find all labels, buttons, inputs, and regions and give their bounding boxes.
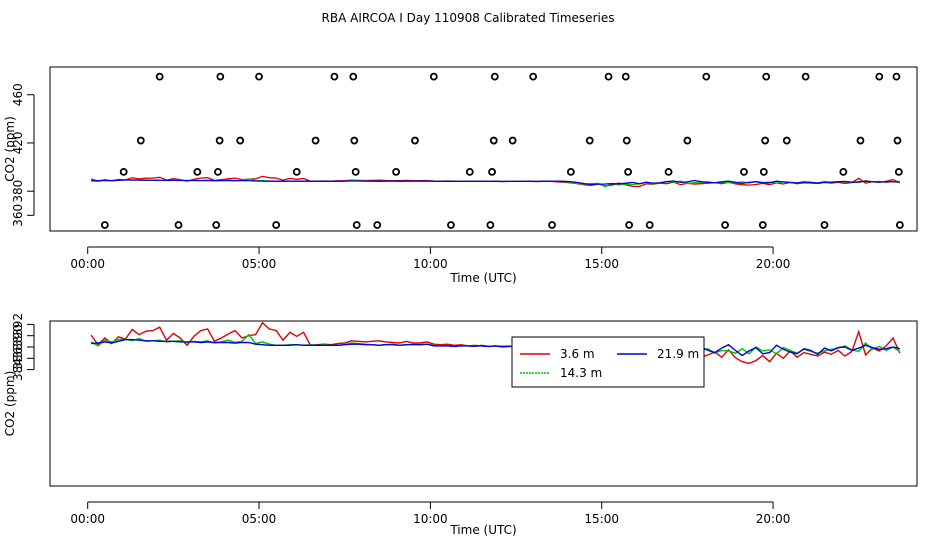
calibration-marker [216,72,225,81]
legend-box [511,336,705,388]
calibration-marker [489,136,498,145]
series-line-219m [91,338,901,362]
calibration-marker [255,72,263,81]
y-tick-label: 460 [11,83,25,106]
series-line-219m [91,179,900,186]
calibration-marker [585,136,594,145]
calibration-marker [272,221,281,229]
calibration-marker [875,72,884,81]
calibration-marker [350,136,359,145]
x-tick-label: 00:00 [70,257,105,271]
x-tick-label: 20:00 [756,512,791,526]
calibration-marker [759,168,768,176]
calibration-marker [762,72,771,81]
calibration-marker [702,72,711,81]
calibration-marker [292,168,301,176]
calibration-marker [892,72,901,81]
chart-title: RBA AIRCOA I Day 110908 Calibrated Times… [322,11,615,25]
calibration-marker [447,221,455,229]
calibration-marker [622,136,631,145]
calibration-marker [349,72,358,81]
calibration-marker [119,168,128,176]
x-tick-label: 05:00 [242,257,277,271]
y-axis-title: CO2 (ppm) [3,116,17,182]
calibration-marker [311,136,320,145]
y-tick-label: 380 [11,180,25,203]
calibration-marker [193,168,202,176]
y-tick-label: 390 [11,324,25,347]
plot-frame [49,320,918,487]
series-line-143m [90,333,901,374]
calibration-marker [664,168,673,176]
legend-label: 14.3 m [560,366,602,380]
calibration-marker [465,168,474,176]
calibration-marker [155,72,164,81]
calibration-marker [136,136,145,145]
calibration-marker [488,168,496,176]
legend-label: 3.6 m [560,347,595,361]
x-tick-label: 00:00 [70,512,105,526]
y-tick-label: 392 [11,313,25,336]
calibration-marker [352,221,361,229]
calibration-marker [645,221,654,229]
calibration-marker [214,168,222,176]
calibration-marker [508,136,517,145]
calibration-marker [820,221,829,229]
calibration-marker [215,136,224,145]
calibration-marker [801,72,810,81]
calibration-marker [740,168,748,176]
calibration-marker [373,221,382,229]
y-tick-label: 386 [11,347,25,370]
calibration-marker [621,72,630,81]
calibration-marker [894,168,903,176]
x-tick-label: 10:00 [413,257,448,271]
y-tick-label: 360 [11,204,25,227]
x-tick-label: 10:00 [413,512,448,526]
legend-label: 21.9 m [657,347,699,361]
calibration-marker [174,221,183,229]
calibration-marker [529,72,538,81]
legend: 3.6 m 21.9 m 14.3 m [511,336,705,388]
calibration-marker [624,168,633,176]
calibration-marker [856,136,865,145]
calibration-marker [351,168,360,176]
calibration-marker [893,136,902,145]
calibration-marker [758,221,767,229]
calibration-marker [429,72,438,81]
calibration-marker [895,221,904,229]
x-axis-title: Time (UTC) [449,523,516,537]
x-tick-label: 05:00 [242,512,277,526]
calibration-marker [839,168,848,176]
calibration-marker [761,136,770,145]
calibration-marker [490,72,499,81]
calibration-marker [411,136,419,145]
y-axis-title: CO2 (ppm) [3,371,17,437]
calibration-marker [721,221,729,229]
calibration-marker [330,72,339,81]
calibration-marker [486,221,495,229]
top-panel: 00:00 05:00 10:00 15:00 20:00 Time (UTC) 36038… [3,66,918,285]
y-tick-label: 420 [11,132,25,155]
y-tick-label: 384 [11,358,25,381]
calibration-marker [625,221,634,229]
x-tick-label: 15:00 [584,257,619,271]
calibration-marker [212,221,221,229]
calibration-marker [683,136,692,145]
calibration-marker [782,136,791,145]
x-axis-title: Time (UTC) [449,271,516,285]
calibration-marker [548,221,556,229]
x-tick-label: 20:00 [756,257,791,271]
calibration-marker [236,136,245,145]
x-tick-label: 15:00 [584,512,619,526]
plot-frame [49,66,918,232]
calibration-marker [100,221,109,229]
calibration-marker [604,72,613,81]
calibration-marker [566,168,575,176]
calibration-marker [392,168,401,176]
y-tick-label: 388 [11,336,25,359]
bottom-panel: 00:00 05:00 10:00 15:00 20:00 Time (UTC) 38438… [3,313,918,537]
